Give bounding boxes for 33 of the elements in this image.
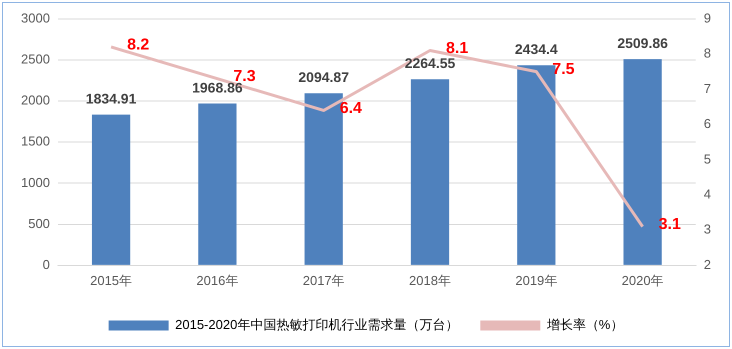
x-tick-label: 2020年 (622, 272, 664, 288)
y2-tick-label: 8 (704, 46, 712, 61)
x-tick-label: 2019年 (515, 272, 558, 288)
y2-tick-label: 9 (704, 10, 712, 26)
y2-tick-label: 5 (704, 151, 712, 166)
x-tick-label: 2018年 (409, 272, 451, 288)
data-label: 8.2 (127, 36, 150, 54)
data-label: 2434.4 (514, 41, 558, 58)
y-tick-label: 2500 (21, 51, 50, 66)
x-tick-label: 2015年 (90, 272, 132, 288)
bar (198, 104, 237, 265)
y-tick-label: 3000 (21, 10, 50, 26)
y2-tick-label: 6 (704, 116, 712, 132)
legend-label: 2015-2020年中国热敏打印机行业需求量（万台） (175, 317, 458, 332)
data-label: 1834.91 (86, 90, 137, 106)
bar (410, 79, 450, 265)
data-label: 2094.87 (298, 69, 350, 86)
y-tick-label: 2000 (21, 92, 50, 108)
y-tick-label: 0 (42, 256, 50, 272)
y2-tick-label: 4 (704, 186, 712, 202)
bar (92, 114, 130, 265)
y2-tick-label: 2 (704, 256, 712, 272)
x-tick-label: 2016年 (196, 272, 238, 288)
x-tick-label: 2017年 (302, 272, 345, 288)
y2-tick-label: 3 (704, 222, 712, 237)
y-tick-label: 1000 (21, 174, 50, 190)
data-label: 8.1 (446, 40, 468, 57)
data-label: 2509.86 (617, 34, 668, 51)
legend-label: 增长率（%） (546, 317, 624, 332)
y-tick-label: 1500 (21, 134, 50, 149)
y2-tick-label: 7 (704, 80, 712, 96)
data-label: 2264.55 (404, 55, 456, 72)
y-tick-label: 500 (28, 216, 50, 231)
